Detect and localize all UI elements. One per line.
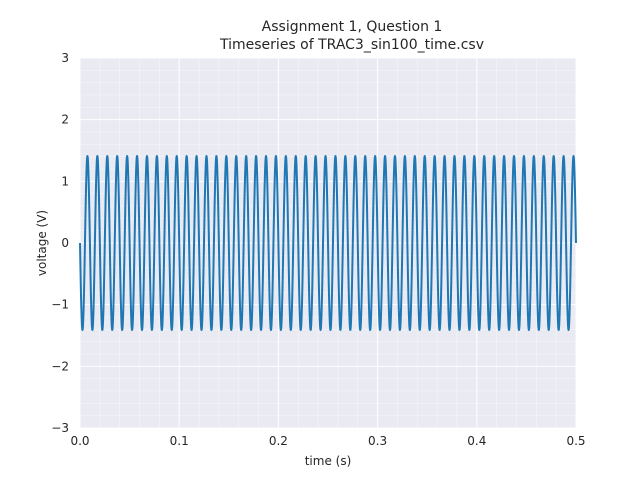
y-axis-label: voltage (V)	[35, 210, 49, 276]
x-tick-label: 0.3	[368, 434, 387, 448]
x-tick-label: 0.1	[170, 434, 189, 448]
y-tick-label: 3	[61, 51, 69, 65]
x-tick-label: 0.4	[467, 434, 486, 448]
y-tick-label: 0	[61, 236, 69, 250]
y-tick-label: −1	[51, 298, 69, 312]
x-tick-label: 0.0	[70, 434, 89, 448]
chart-title: Assignment 1, Question 1	[262, 19, 443, 35]
y-tick-label: −3	[51, 421, 69, 435]
x-tick-label: 0.2	[269, 434, 288, 448]
y-tick-label: 2	[61, 113, 69, 127]
x-axis-ticks: 0.0 0.1 0.2 0.3 0.4 0.5	[70, 434, 585, 448]
series-line	[79, 155, 577, 331]
y-axis-ticks: −3 −2 −1 0 1 2 3	[51, 51, 69, 435]
y-tick-label: 1	[61, 174, 69, 188]
x-tick-label: 0.5	[566, 434, 585, 448]
y-tick-label: −2	[51, 359, 69, 373]
series-layer	[79, 155, 577, 331]
x-axis-label: time (s)	[305, 454, 352, 468]
chart-subtitle: Timeseries of TRAC3_sin100_time.csv	[219, 37, 484, 53]
